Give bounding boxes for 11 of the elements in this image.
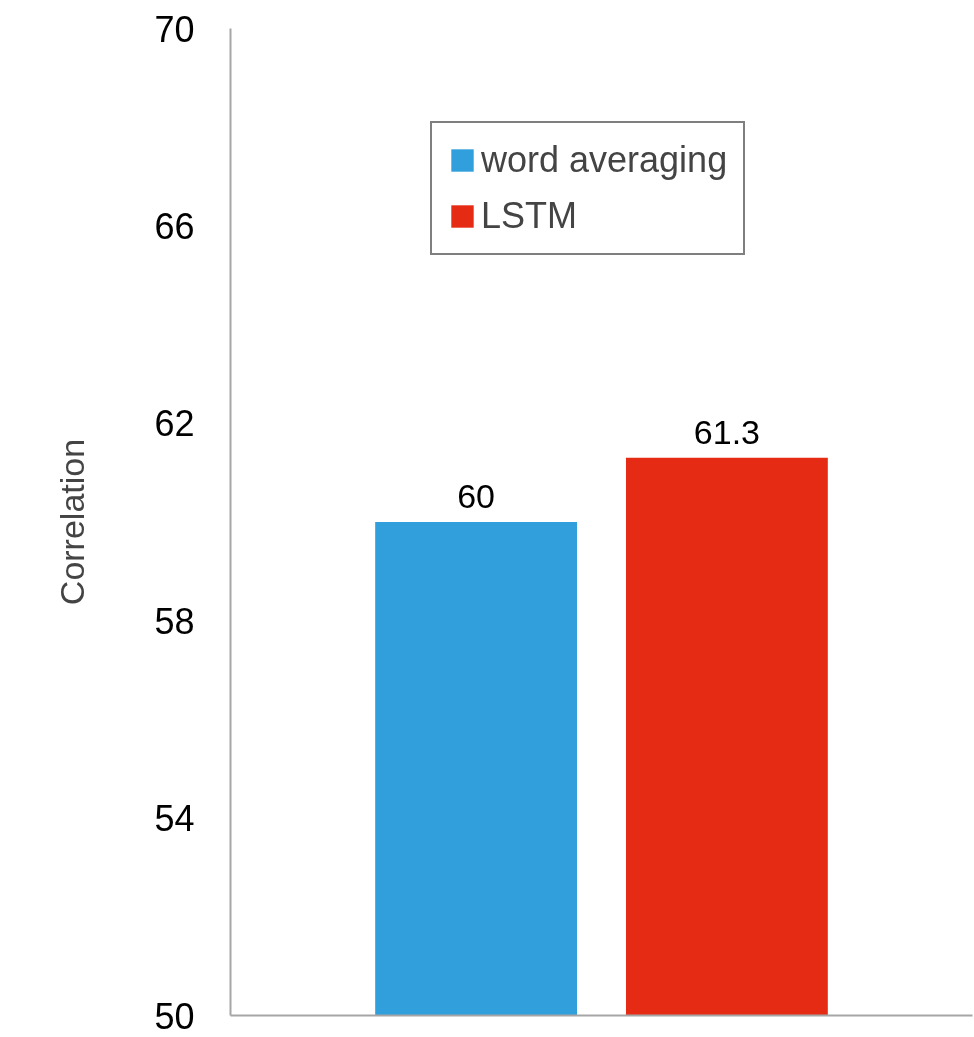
- y-tick-label: 54: [154, 798, 195, 840]
- legend-label: word averaging: [481, 139, 728, 181]
- data-label: 61.3: [693, 412, 760, 451]
- y-axis-title: Correlation: [53, 438, 92, 606]
- y-tick-label: 70: [154, 8, 195, 50]
- y-tick-label: 62: [154, 403, 195, 445]
- y-tick-label: 66: [154, 205, 195, 247]
- data-label: 60: [457, 477, 496, 515]
- legend-label: LSTM: [481, 195, 578, 237]
- y-tick-label: 58: [154, 600, 195, 642]
- y-tick-label: 50: [154, 995, 195, 1037]
